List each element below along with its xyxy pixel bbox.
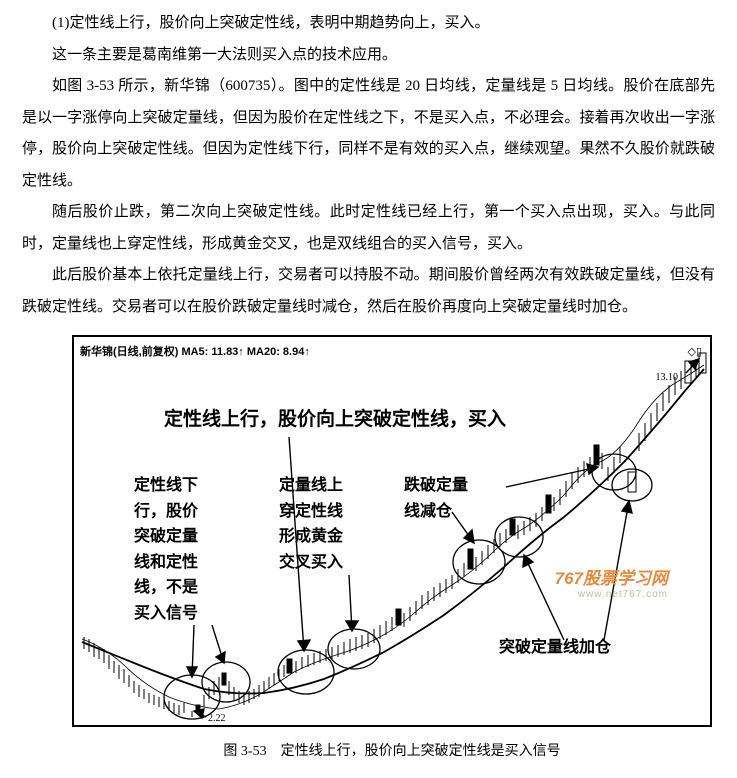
- anno-left: 定性线下 行，股价 突破定量 线和定性 线，不是 买入信号: [134, 473, 198, 627]
- paragraph-2: 这一条主要是葛南维第一大法则买入点的技术应用。: [22, 40, 715, 72]
- anno-mid-l2: 穿定性线: [279, 503, 343, 520]
- anno-title: 定性线上行，股价向上突破定性线，买入: [164, 405, 506, 435]
- paragraph-5: 此后股价基本上依托定量线上行，交易者可以持股不动。期间股价曾经两次有效跌破定量线…: [22, 260, 715, 323]
- circle-3: [278, 650, 334, 694]
- paragraph-1: (1)定性线上行，股价向上突破定性线，表明中期趋势向上，买入。: [22, 8, 715, 40]
- watermark-url: www.net767.com: [555, 589, 668, 601]
- circle-8: [612, 469, 652, 501]
- anno-mid-l4: 交叉买入: [279, 554, 343, 571]
- chart-container: 新华锦(日线,前复权) MA5: 11.83↑ MA20: 8.94↑ ◇▯: [72, 335, 712, 766]
- anno-r1: 跌破定量 线减仓: [404, 473, 468, 524]
- anno-r2: 突破定量线加仓: [499, 635, 611, 661]
- anno-left-l6: 买入信号: [134, 605, 198, 622]
- chart-caption: 图 3-53 定性线上行，股价向上突破定性线是买入信号: [72, 737, 712, 766]
- anno-r1-l1: 跌破定量: [404, 477, 468, 494]
- circle-6: [495, 517, 543, 557]
- chart-box: 新华锦(日线,前复权) MA5: 11.83↑ MA20: 8.94↑ ◇▯: [72, 335, 712, 727]
- watermark: 767股票学习网 www.net767.com: [555, 569, 668, 601]
- anno-mid-l1: 定量线上: [279, 477, 343, 494]
- anno-left-l3: 突破定量: [134, 528, 198, 545]
- anno-r1-l2: 线减仓: [404, 503, 452, 520]
- anno-left-l5: 线，不是: [134, 579, 198, 596]
- price-high: 13.10: [656, 367, 679, 388]
- anno-left-l4: 线和定性: [134, 554, 198, 571]
- anno-mid-l3: 形成黄金: [279, 528, 343, 545]
- price-low: 2.22: [208, 708, 226, 727]
- watermark-title: 767股票学习网: [555, 569, 668, 589]
- anno-left-l2: 行，股价: [134, 503, 198, 520]
- paragraph-4: 随后股价止跌，第二次向上突破定性线。此时定性线已经上行，第一个买入点出现，买入。…: [22, 197, 715, 260]
- anno-left-l1: 定性线下: [134, 477, 198, 494]
- paragraph-3: 如图 3-53 所示，新华锦（600735）。图中的定性线是 20 日均线，定量…: [22, 71, 715, 197]
- anno-mid: 定量线上 穿定性线 形成黄金 交叉买入: [279, 473, 343, 575]
